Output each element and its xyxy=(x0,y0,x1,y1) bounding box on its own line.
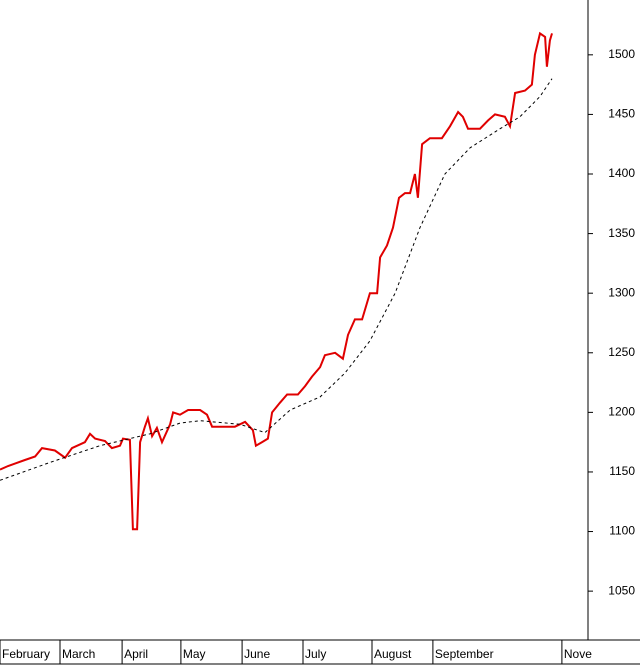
y-tick-label: 1450 xyxy=(608,107,635,121)
x-tick-label: February xyxy=(2,647,50,661)
x-tick-label: July xyxy=(305,647,326,661)
x-tick-label: Nove xyxy=(564,647,592,661)
y-tick-label: 1100 xyxy=(609,524,635,538)
y-tick-label: 1400 xyxy=(608,166,635,180)
y-tick-label: 1200 xyxy=(608,405,635,419)
line-series xyxy=(0,31,553,531)
x-tick-label: May xyxy=(183,647,206,661)
x-tick-label: April xyxy=(124,647,148,661)
y-tick-label: 1150 xyxy=(609,464,635,478)
y-tick-label: 1350 xyxy=(608,226,635,240)
x-tick-label: September xyxy=(435,647,494,661)
y-tick-label: 1500 xyxy=(608,47,635,61)
line-series xyxy=(0,78,553,481)
y-tick-label: 1050 xyxy=(608,583,635,597)
y-tick-label: 1250 xyxy=(608,345,635,359)
x-tick-label: August xyxy=(374,647,412,661)
y-tick-label: 1300 xyxy=(608,285,635,299)
x-tick-label: March xyxy=(62,647,95,661)
x-tick-label: June xyxy=(244,647,270,661)
